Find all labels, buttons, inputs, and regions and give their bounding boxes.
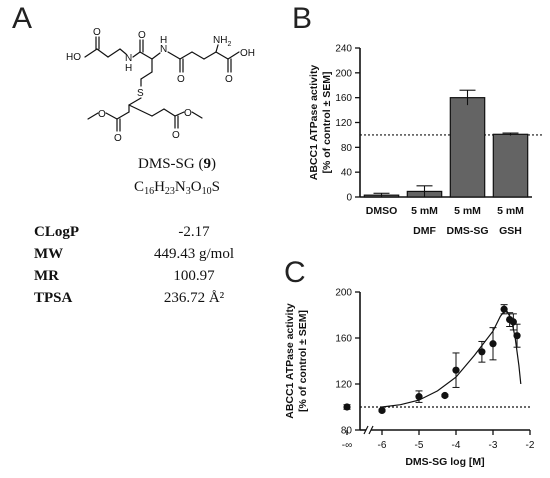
compound-formula: C16H23N3O10S [134,179,220,197]
x-tick-label: -3 [489,440,498,451]
structure-label-o: O [98,109,106,120]
structure-label-o: O [172,130,180,141]
x-tick-label: GSH [499,225,522,237]
x-tick-label: -2 [526,440,535,451]
properties-table: CLogP -2.17 MW 449.43 g/mol MR 100.97 TPSA 2… [34,221,239,309]
x-tick-label: DMSO [366,205,398,217]
property-row: MR 100.97 [34,265,239,287]
fit-curve [381,308,522,408]
x-tick-label: -4 [452,440,461,451]
property-value: 100.97 [173,267,215,284]
structure-label-o: O [177,74,185,85]
chemical-structure: HO O N H O N H O NH2 OH O S O O O O [66,27,255,144]
x-tick-label: -∞ [342,440,352,451]
data-point [489,340,497,348]
y-axis-label: ABCC1 ATPase activity [308,65,320,181]
x-tick-label: DMS-SG [447,225,489,237]
y-tick-label: 160 [335,334,352,345]
structure-label-nh-left: N [125,53,132,64]
structure-label-o: O [114,133,122,144]
x-tick-label: -6 [378,440,387,451]
property-key: MW [34,245,64,262]
structure-label-h-left: H [125,63,132,74]
x-tick-label: 5 mM [497,205,524,217]
data-point [415,393,423,401]
y-axis-label: ABCC1 ATPase activity [284,303,296,419]
bar [492,133,529,198]
structure-label-o: O [184,108,192,119]
property-row: CLogP -2.17 [34,221,239,243]
x-tick-label: 5 mM [454,205,481,217]
y-tick-label: 200 [335,68,352,79]
y-axis-label: [% of control ± SEM] [297,310,309,412]
y-tick-label: 200 [335,288,352,299]
property-value: 449.43 g/mol [153,245,234,262]
structure-label-nh2: NH2 [213,35,231,48]
data-point [343,403,351,411]
x-tick-label: DMF [413,225,436,237]
property-key: TPSA [34,289,73,306]
y-tick-label: 120 [335,380,352,391]
y-tick-label: 120 [335,118,352,129]
property-value: 236.72 Å² [163,289,225,306]
panel-letter-b: B [292,2,313,35]
x-axis-label: DMS-SG log [M] [405,456,484,468]
x-tick-label: 5 mM [411,205,438,217]
structure-label-o: O [93,27,101,38]
structure-label-oh-right: OH [240,48,255,59]
data-point [500,305,508,313]
property-key: MR [34,267,59,284]
panel-letter-a: A [12,2,33,35]
x-tick-label: -5 [415,440,424,451]
data-point [509,318,517,326]
data-point [513,332,521,340]
structure-label-o: O [138,30,146,41]
structure-label-nh-right: N [160,44,167,55]
axis-break-mark [363,425,369,435]
axis-break-mark [368,425,374,435]
structure-label-acid-left: HO [66,52,81,63]
data-point [478,348,486,356]
y-tick-label: 160 [335,93,352,104]
y-axis-label: [% of control ± SEM] [321,71,333,173]
property-key: CLogP [34,223,79,240]
structure-label-h-right: H [160,35,167,46]
data-point [378,406,386,415]
y-tick-label: 40 [341,168,353,179]
bar [449,97,486,198]
y-tick-label: 80 [341,143,353,154]
y-tick-label: 0 [346,193,352,204]
structure-label-o: O [225,74,233,85]
y-tick-label: 240 [335,44,352,55]
data-point [452,366,460,374]
bar-chart: 0 40 80 120 160 200 240 DMSO 5 mM DMF 5 mM DMS-SG 5 … [308,44,544,237]
property-value: -2.17 [178,223,210,240]
panel-letter-c: C [284,256,306,289]
data-point [441,391,449,400]
compound-name: DMS-SG (9) [138,156,216,172]
property-row: TPSA 236.72 Å² [34,287,239,309]
property-row: MW 449.43 g/mol [34,243,239,265]
structure-label-s: S [137,88,144,99]
